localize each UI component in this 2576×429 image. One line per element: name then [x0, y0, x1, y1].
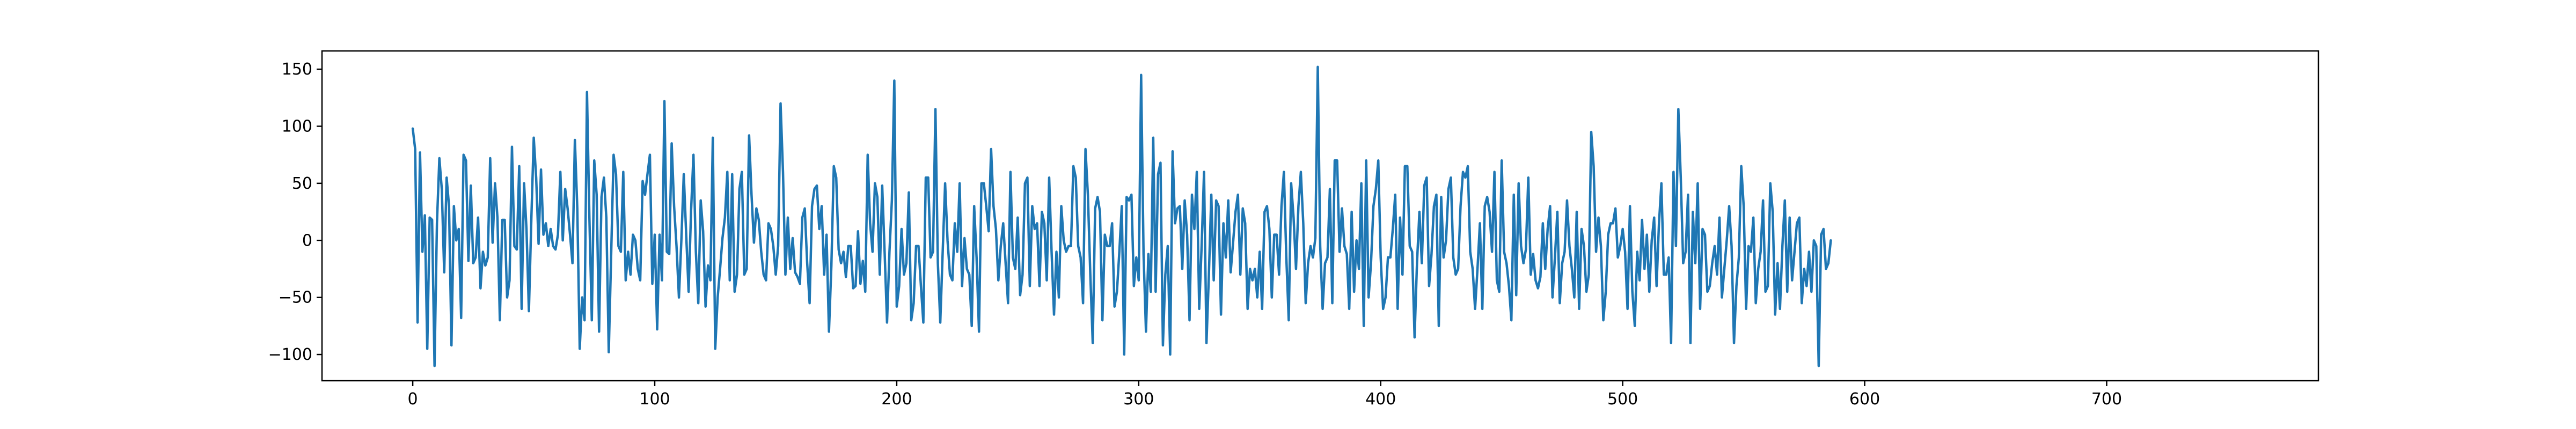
x-tick-label: 100: [639, 390, 670, 409]
x-tick-label: 700: [2091, 390, 2122, 409]
x-tick-label: 300: [1123, 390, 1154, 409]
x-tick-label: 500: [1607, 390, 1638, 409]
x-tick-label: 400: [1365, 390, 1396, 409]
x-tick-label: 200: [881, 390, 912, 409]
y-tick-label: −100: [268, 345, 312, 364]
series-line-0: [411, 65, 1832, 367]
y-tick-label: 0: [302, 231, 312, 250]
x-tick-label: 0: [408, 390, 418, 409]
x-tick-label: 600: [1849, 390, 1880, 409]
plot-area-frame: [321, 50, 2319, 382]
y-tick-label: 50: [292, 174, 312, 193]
x-axis: 0 100 200 300 400 500 600 700: [408, 381, 2122, 409]
y-tick-label: −50: [279, 289, 312, 307]
y-axis: −100 −50 0 50 100 150: [268, 60, 322, 364]
y-tick-label: 150: [282, 60, 312, 79]
y-tick-label: 100: [282, 117, 312, 136]
series-layer: [411, 65, 1832, 367]
